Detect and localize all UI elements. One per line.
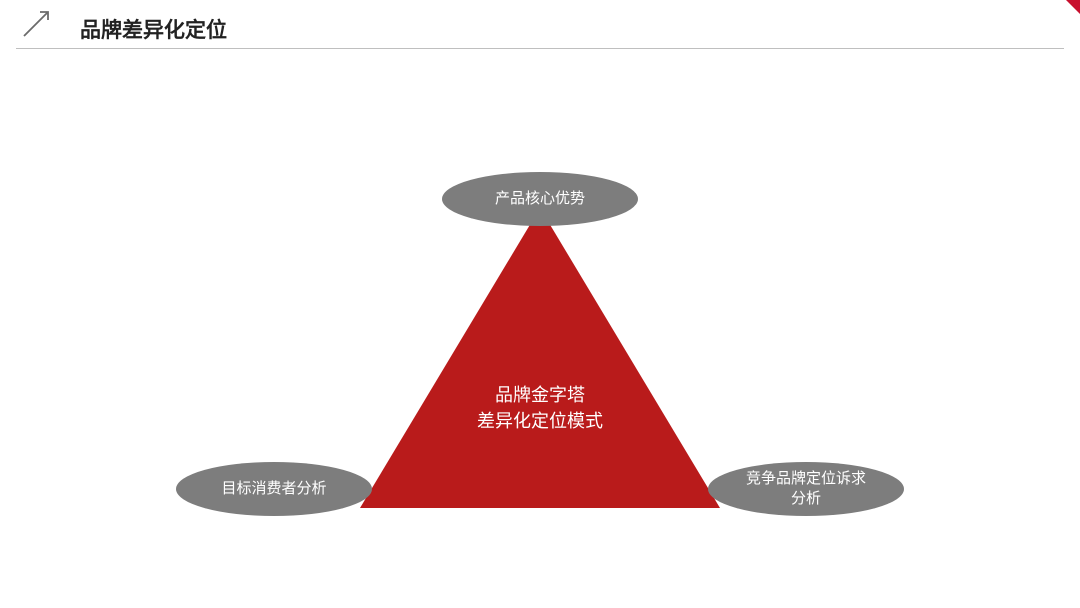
ellipse-right-label-line2: 分析	[791, 490, 821, 507]
ellipse-top: 产品核心优势	[442, 172, 638, 226]
triangle-label-line1: 品牌金字塔	[495, 385, 585, 405]
slide: 品牌差异化定位 品牌金字塔 差异化定位模式 产品核心优势 目标消费者分析 竞争品…	[0, 0, 1080, 608]
ellipse-left-label: 目标消费者分析	[221, 479, 326, 499]
title-underline	[16, 48, 1064, 49]
corner-accent-icon	[1066, 0, 1080, 14]
slide-header: 品牌差异化定位	[0, 0, 1080, 50]
ellipse-right: 竞争品牌定位诉求 分析	[708, 462, 904, 516]
ellipse-right-label: 竞争品牌定位诉求 分析	[746, 469, 866, 509]
ellipse-top-label: 产品核心优势	[495, 189, 585, 209]
triangle-label-line2: 差异化定位模式	[477, 411, 603, 431]
triangle-label: 品牌金字塔 差异化定位模式	[477, 382, 603, 434]
triangle-core: 品牌金字塔 差异化定位模式	[360, 208, 720, 508]
logo-angle-icon	[22, 10, 50, 38]
ellipse-left: 目标消费者分析	[176, 462, 372, 516]
page-title: 品牌差异化定位	[80, 14, 227, 44]
pyramid-diagram: 品牌金字塔 差异化定位模式 产品核心优势 目标消费者分析 竞争品牌定位诉求 分析	[170, 163, 910, 543]
triangle-shape	[360, 208, 720, 508]
ellipse-right-label-line1: 竞争品牌定位诉求	[746, 470, 866, 487]
